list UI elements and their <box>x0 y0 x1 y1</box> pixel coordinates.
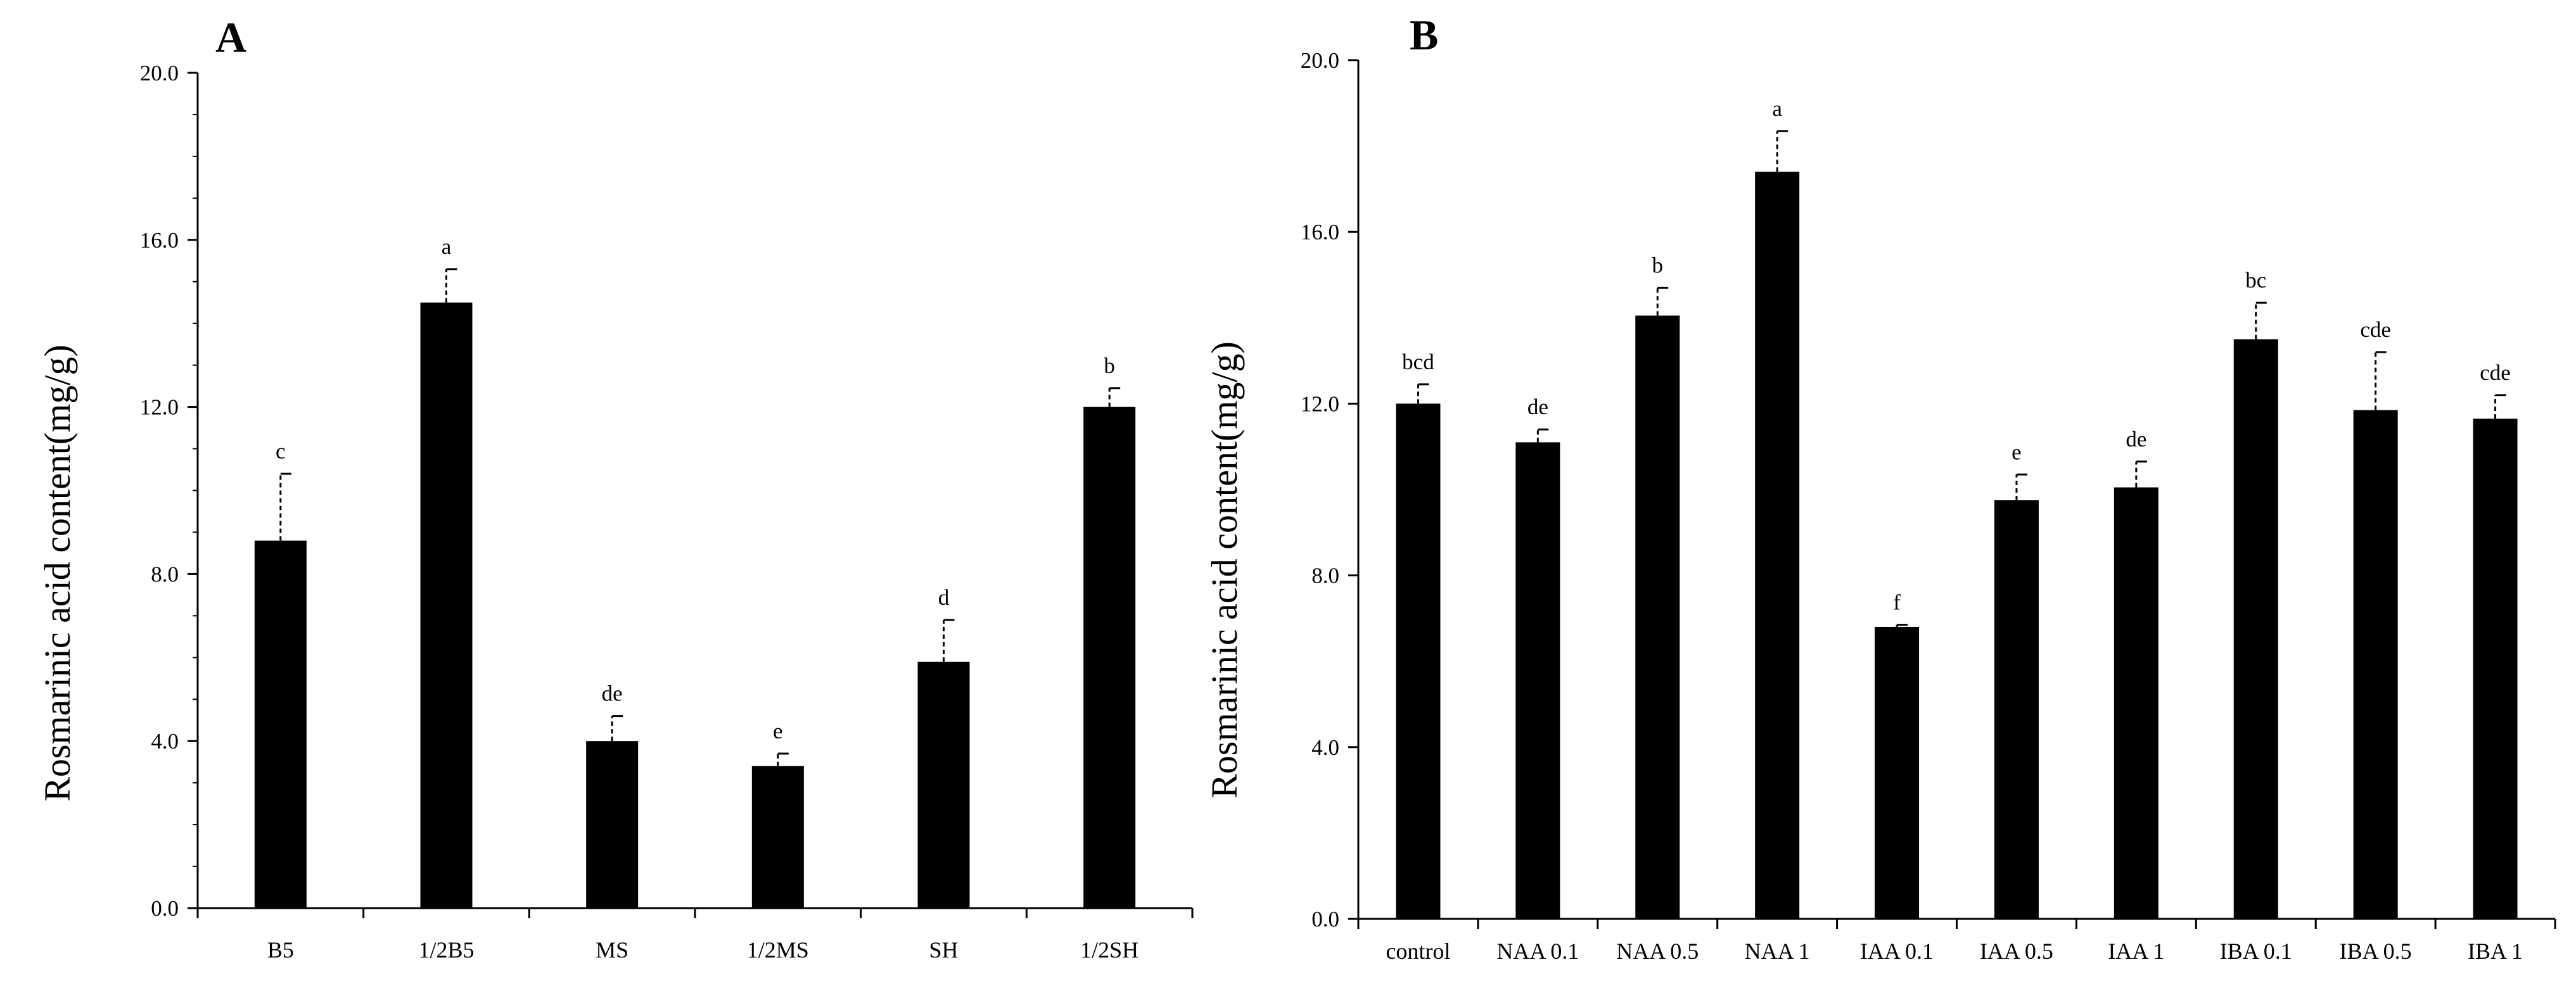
significance-label-b-3: a <box>1772 96 1782 121</box>
y-axis-title-b: Rosmarinic acid content(mg/g) <box>1204 341 1245 799</box>
bar-a-1 <box>420 302 473 909</box>
significance-label-b-9: cde <box>2480 360 2511 385</box>
significance-label-b-1: de <box>1527 395 1548 419</box>
bar-b-5 <box>1994 500 2039 919</box>
bar-b-4 <box>1875 626 1920 919</box>
y-tick-label-b-1: 4.0 <box>1311 735 1339 760</box>
category-label-b-2: NAA 0.5 <box>1616 939 1699 964</box>
y-tick-label-b-5: 20.0 <box>1301 48 1339 73</box>
category-label-b-6: IAA 1 <box>2108 939 2164 964</box>
bar-b-2 <box>1635 315 1680 919</box>
category-label-a-4: SH <box>929 937 958 963</box>
category-label-a-1: 1/2B5 <box>418 937 474 963</box>
bar-a-0 <box>254 540 307 908</box>
significance-label-a-5: b <box>1104 353 1115 378</box>
category-label-b-9: IBA 1 <box>2468 939 2523 964</box>
y-tick-label-a-3: 12.0 <box>140 395 179 420</box>
category-label-b-4: IAA 0.1 <box>1860 939 1934 964</box>
category-label-b-8: IBA 0.5 <box>2340 939 2412 964</box>
panel-label-b: B <box>1410 11 1438 59</box>
category-label-b-7: IBA 0.1 <box>2220 939 2292 964</box>
bar-a-5 <box>1083 407 1136 908</box>
significance-label-a-3: e <box>773 719 783 743</box>
bar-b-9 <box>2473 419 2518 919</box>
bar-a-4 <box>917 661 970 908</box>
significance-label-a-2: de <box>602 681 623 706</box>
category-label-a-0: B5 <box>267 937 294 963</box>
significance-label-b-8: cde <box>2360 317 2391 342</box>
category-label-b-3: NAA 1 <box>1745 939 1810 964</box>
y-tick-label-a-0: 0.0 <box>151 896 179 921</box>
category-label-a-2: MS <box>596 937 628 963</box>
significance-label-b-6: de <box>2126 427 2146 452</box>
bar-a-3 <box>751 766 804 908</box>
category-label-b-0: control <box>1386 939 1450 964</box>
significance-label-b-4: f <box>1893 590 1901 615</box>
category-label-a-5: 1/2SH <box>1080 937 1138 963</box>
y-tick-label-b-0: 0.0 <box>1311 907 1339 932</box>
bar-b-6 <box>2114 487 2158 919</box>
y-tick-label-b-4: 16.0 <box>1301 220 1339 244</box>
category-label-a-3: 1/2MS <box>747 937 809 963</box>
bar-b-3 <box>1755 172 1800 919</box>
category-label-b-1: NAA 0.1 <box>1496 939 1579 964</box>
bar-a-2 <box>586 741 639 908</box>
significance-label-a-4: d <box>938 585 950 610</box>
category-label-b-5: IAA 0.5 <box>1980 939 2053 964</box>
y-tick-label-a-5: 20.0 <box>140 61 179 85</box>
significance-label-b-0: bcd <box>1402 350 1434 374</box>
y-tick-label-a-2: 8.0 <box>151 562 179 586</box>
bar-b-7 <box>2233 339 2278 919</box>
y-tick-label-a-4: 16.0 <box>140 228 179 253</box>
significance-label-b-2: b <box>1652 253 1664 277</box>
panel-label-a: A <box>215 13 246 61</box>
y-tick-label-b-2: 8.0 <box>1311 564 1339 588</box>
significance-label-a-1: a <box>442 234 452 259</box>
significance-label-b-5: e <box>2012 439 2022 464</box>
y-axis-title-a: Rosmarinic acid content(mg/g) <box>37 344 78 802</box>
chart-panel-b: B Rosmarinic acid content(mg/g) 0.0 4.0 8.… <box>1204 11 2556 964</box>
significance-label-a-0: c <box>276 439 286 464</box>
chart-panel-a: A Rosmarinic acid content(mg/g) 0.0 4.0 8.… <box>37 13 1194 963</box>
bar-b-1 <box>1515 442 1560 919</box>
y-tick-label-a-1: 4.0 <box>151 729 179 754</box>
bar-b-8 <box>2353 410 2398 919</box>
significance-label-b-7: bc <box>2245 268 2266 293</box>
y-tick-label-b-3: 12.0 <box>1301 391 1339 416</box>
bar-b-0 <box>1396 403 1441 919</box>
